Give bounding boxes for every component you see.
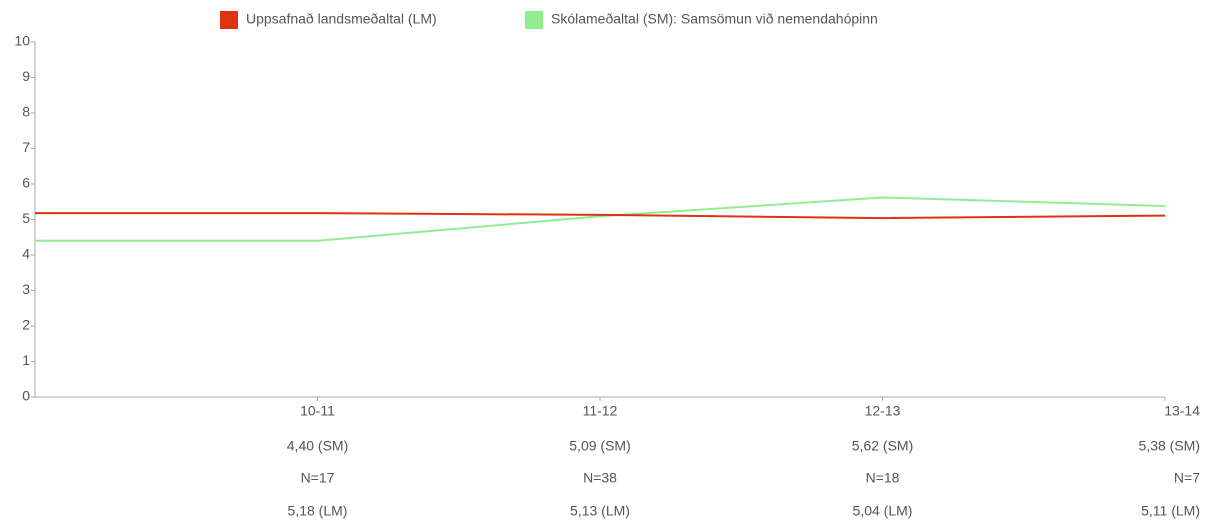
y-tick-label: 3 bbox=[22, 281, 30, 297]
legend-label: Skólameðaltal (SM): Samsömun við nemenda… bbox=[551, 11, 878, 27]
value-label: 5,18 (LM) bbox=[288, 503, 348, 519]
sample-size: N=18 bbox=[866, 470, 900, 486]
y-tick-label: 7 bbox=[22, 139, 30, 155]
value-label: 5,11 (LM) bbox=[1141, 503, 1200, 519]
series-line bbox=[35, 212, 1166, 220]
value-label: 5,62 (SM) bbox=[852, 438, 913, 454]
legend-swatch bbox=[220, 11, 238, 29]
sample-size: N=17 bbox=[301, 470, 335, 486]
sample-size: N=38 bbox=[583, 470, 617, 486]
y-tick-label: 5 bbox=[22, 210, 30, 226]
legend-swatch bbox=[525, 11, 543, 29]
x-tick-label: 10-11 bbox=[300, 403, 335, 419]
series-line bbox=[35, 196, 1166, 242]
legend-label: Uppsafnað landsmeðaltal (LM) bbox=[246, 11, 437, 27]
y-tick-label: 6 bbox=[22, 175, 30, 191]
sample-size: N=7 bbox=[1174, 470, 1200, 486]
y-tick-label: 2 bbox=[22, 317, 30, 333]
value-label: 5,13 (LM) bbox=[570, 503, 630, 519]
value-label: 5,09 (SM) bbox=[569, 438, 630, 454]
x-tick-label: 11-12 bbox=[583, 403, 618, 419]
value-label: 4,40 (SM) bbox=[287, 438, 348, 454]
y-tick-label: 1 bbox=[22, 352, 30, 368]
x-tick-label: 13-14 bbox=[1164, 403, 1200, 419]
y-tick-label: 9 bbox=[22, 68, 30, 84]
value-label: 5,04 (LM) bbox=[853, 503, 913, 519]
y-tick-label: 4 bbox=[22, 246, 30, 262]
y-tick-label: 10 bbox=[14, 33, 30, 49]
value-label: 5,38 (SM) bbox=[1139, 438, 1200, 454]
x-tick-label: 12-13 bbox=[865, 403, 901, 419]
y-tick-label: 8 bbox=[22, 104, 30, 120]
y-tick-label: 0 bbox=[22, 388, 30, 404]
